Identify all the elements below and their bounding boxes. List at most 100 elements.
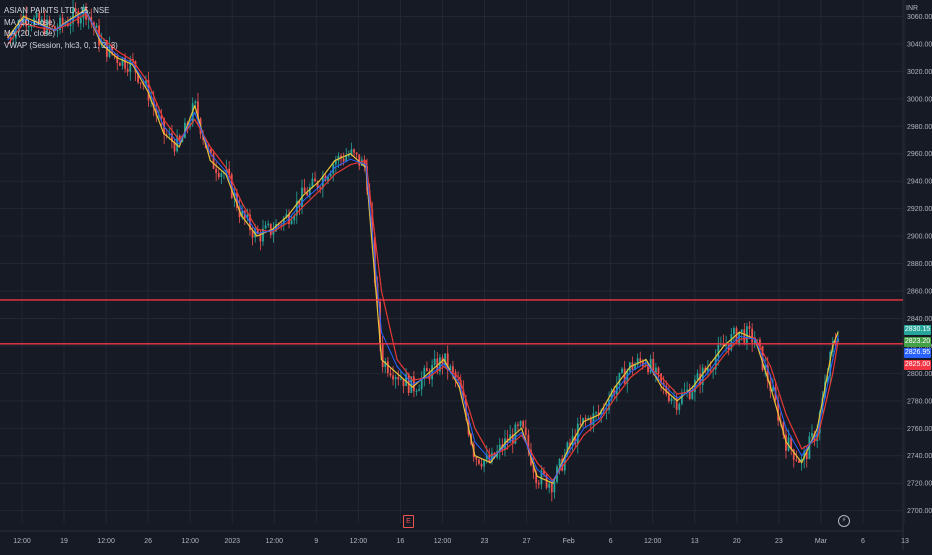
candle-body (608, 399, 610, 410)
y-tick-label[interactable]: 3060.00 (907, 14, 932, 21)
x-tick-label[interactable]: 23 (775, 538, 783, 545)
series-point (458, 386, 460, 388)
series-point (380, 290, 383, 292)
x-tick-label[interactable]: 12:00 (97, 538, 115, 545)
series-point (147, 91, 149, 93)
series-point (7, 43, 9, 45)
y-tick-label[interactable]: 2780.00 (907, 398, 932, 405)
series-point (443, 359, 445, 361)
dividend-icon[interactable]: ⚡ (838, 515, 850, 527)
candle-body (147, 80, 150, 101)
candle-body (79, 18, 82, 24)
series-point (738, 335, 741, 337)
series-point (225, 173, 227, 175)
legend-ma20[interactable]: MA (20, close) (4, 29, 56, 38)
y-tick-label[interactable]: 2740.00 (907, 453, 932, 460)
series-point (178, 146, 180, 148)
x-tick-label[interactable]: Feb (563, 538, 575, 545)
horizontal-levels[interactable] (0, 299, 903, 345)
candle-body (241, 210, 244, 218)
series-point (552, 482, 554, 484)
y-tick-label[interactable]: 2920.00 (907, 206, 932, 213)
series-point (801, 455, 803, 457)
x-tick-label[interactable]: 12:00 (181, 538, 199, 545)
series-point (816, 438, 818, 440)
x-tick-label[interactable]: 6 (861, 538, 865, 545)
x-tick-label[interactable]: 16 (397, 538, 405, 545)
x-tick-label[interactable]: 23 (481, 538, 489, 545)
x-tick-label[interactable]: 9 (314, 538, 318, 545)
x-tick-label[interactable]: 20 (733, 538, 741, 545)
candle-body (670, 398, 673, 402)
price-axis[interactable]: 3060.00 3040.00 3020.00 3000.00 2980.00 2960.… (907, 14, 932, 515)
series-point (567, 452, 569, 454)
series-point (38, 24, 40, 26)
y-tick-label[interactable]: 2760.00 (907, 426, 932, 433)
series-point (194, 118, 196, 121)
y-tick-label[interactable]: 2700.00 (907, 508, 932, 515)
candle-body (95, 25, 98, 28)
candle-body (738, 332, 741, 344)
series-point (100, 43, 102, 45)
earnings-icon[interactable]: E (403, 515, 414, 528)
currency-label: INR (906, 5, 919, 12)
candle-body (717, 344, 720, 358)
legend-ma10[interactable]: MA (10, close) (4, 17, 56, 27)
legend-vwap[interactable]: VWAP (Session, hlc3, 0, 1, 2, 3) (4, 40, 118, 50)
series-point (396, 365, 398, 368)
series-point (645, 364, 647, 366)
x-tick-label[interactable]: 13 (691, 538, 699, 545)
x-tick-label[interactable]: 2023 (224, 538, 240, 545)
series-point (69, 22, 71, 24)
y-tick-label[interactable]: 2720.00 (907, 481, 932, 488)
y-tick-label[interactable]: 2900.00 (907, 234, 932, 241)
y-tick-label[interactable]: 2880.00 (907, 261, 932, 268)
y-tick-label[interactable]: 3000.00 (907, 96, 932, 103)
candle-body (478, 459, 480, 464)
candle-body (90, 17, 93, 23)
x-tick-label[interactable]: 26 (144, 538, 152, 545)
x-tick-label[interactable]: 12:00 (13, 538, 31, 545)
series-point (396, 372, 398, 374)
candle-body (743, 329, 746, 344)
series-point (131, 59, 134, 61)
y-tick-label[interactable]: 2800.00 (907, 371, 932, 378)
candle-body (394, 376, 397, 380)
time-axis[interactable]: 12:00 19 12:00 26 12:00 2023 12:00 9 12:00 16 12:0… (13, 538, 909, 545)
x-tick-label[interactable]: 27 (523, 538, 531, 545)
x-tick-label[interactable]: 6 (609, 538, 613, 545)
candle-body (197, 101, 199, 119)
candle-body (311, 178, 314, 188)
candle-body (160, 115, 163, 119)
y-tick-label[interactable]: 2940.00 (907, 179, 932, 186)
series-point (209, 153, 211, 155)
legend-symbol[interactable]: ASIAN PAINTS LTD, 15, NSE (4, 6, 110, 15)
series-point (816, 427, 818, 429)
x-tick-label[interactable]: 13 (901, 538, 909, 545)
series-point (116, 57, 118, 59)
series-point (598, 420, 600, 423)
series-point (412, 383, 414, 385)
candle-body (491, 452, 493, 463)
y-tick-label[interactable]: 2840.00 (907, 316, 932, 323)
y-tick-label[interactable]: 2960.00 (907, 151, 932, 158)
x-tick-label[interactable]: Mar (815, 538, 828, 545)
candle-body (423, 368, 426, 378)
y-tick-label[interactable]: 3040.00 (907, 41, 932, 48)
x-tick-label[interactable]: 12:00 (644, 538, 662, 545)
x-tick-label[interactable]: 12:00 (434, 538, 452, 545)
y-tick-label[interactable]: 2860.00 (907, 289, 932, 296)
series-point (225, 170, 227, 173)
x-tick-label[interactable]: 19 (60, 538, 68, 545)
x-tick-label[interactable]: 12:00 (266, 538, 284, 545)
series-point (303, 194, 305, 196)
candle-body (397, 376, 400, 380)
candle-body (363, 159, 366, 167)
series-point (474, 427, 476, 429)
x-tick-label[interactable]: 12:00 (350, 538, 368, 545)
y-tick-label[interactable]: 3020.00 (907, 69, 932, 76)
candle-body (826, 375, 829, 383)
y-tick-label[interactable]: 2980.00 (907, 124, 932, 131)
